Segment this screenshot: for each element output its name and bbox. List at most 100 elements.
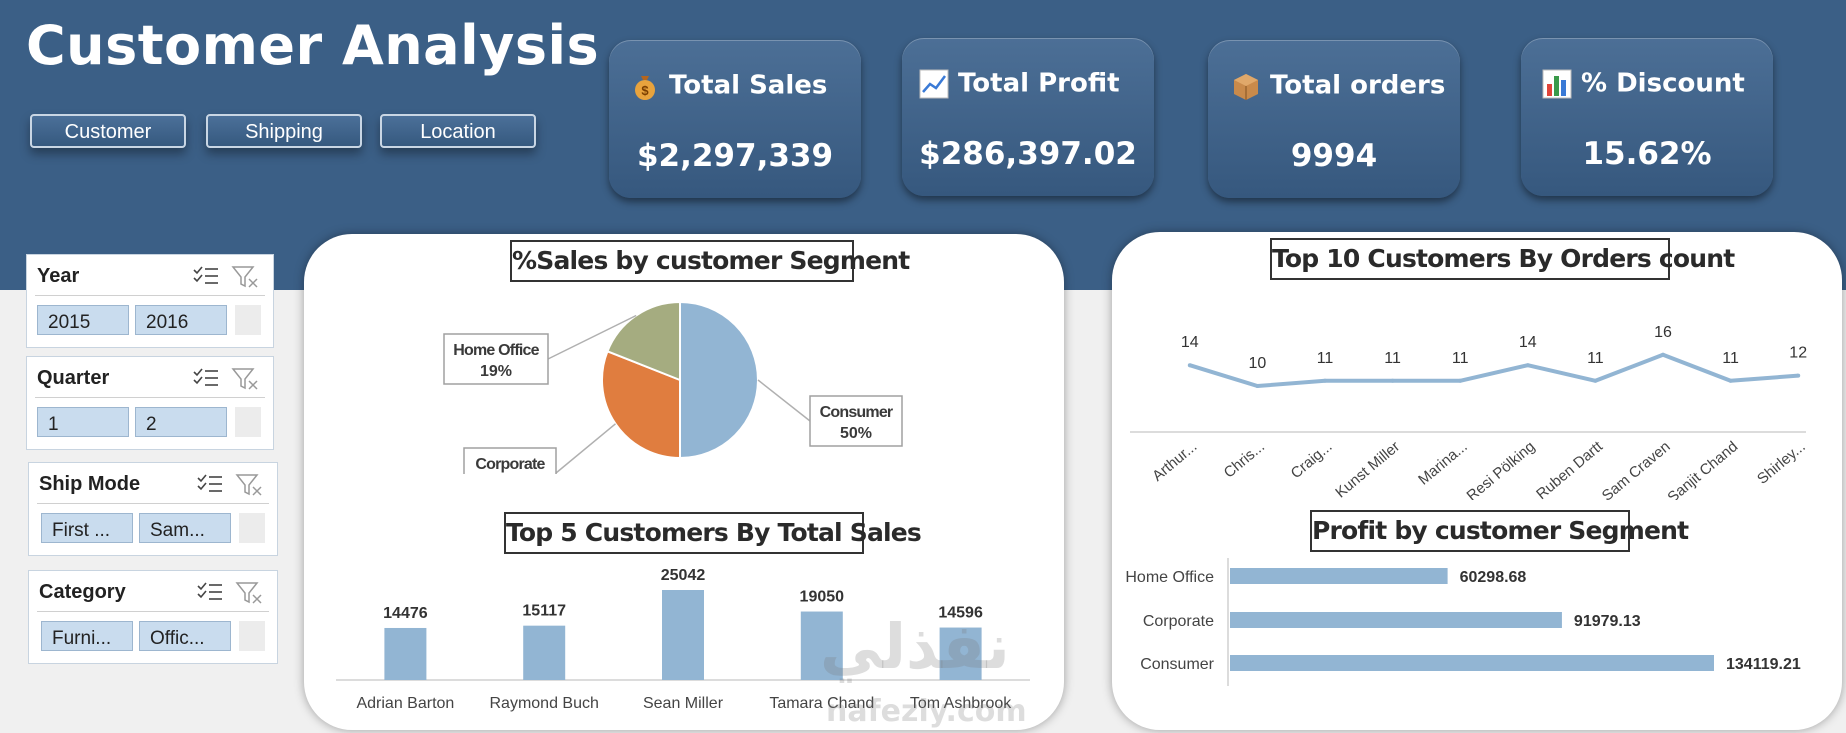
hbar xyxy=(1230,612,1562,628)
line-category-label: Resi Pölking xyxy=(1464,438,1539,500)
hbar-data-label: 60298.68 xyxy=(1460,569,1527,586)
pie-leader-line xyxy=(757,379,811,422)
line-point xyxy=(1187,363,1192,368)
slicer-item[interactable]: 2 xyxy=(135,407,227,437)
clear-filter-icon[interactable] xyxy=(235,582,262,604)
left-chart-panel: %Sales by customer Segment Consumer 50% Co… xyxy=(304,234,1064,730)
segment-profit-bar-chart: Home Office 60298.68 Corporate 91979.13 Cons… xyxy=(1125,558,1801,686)
hbar xyxy=(1230,568,1448,584)
bar-data-label: 14596 xyxy=(938,605,983,622)
line-data-label: 12 xyxy=(1789,345,1807,362)
bar-data-label: 15117 xyxy=(522,603,566,620)
line-point xyxy=(1390,378,1395,383)
series-line xyxy=(1189,352,1799,388)
kpi-total-orders: Total orders 9994 xyxy=(1208,40,1460,198)
line-point xyxy=(1458,378,1463,383)
kpi-total-sales: $ Total Sales $2,297,339 xyxy=(609,40,861,198)
line-point xyxy=(1796,373,1801,378)
pie-slice-percent: 19% xyxy=(480,363,512,380)
line-point xyxy=(1661,352,1665,357)
kpi-value: $286,397.02 xyxy=(919,136,1137,172)
bar-category-label: Adrian Barton xyxy=(356,695,454,712)
slicer-year: Year 2015 2016 xyxy=(26,254,274,348)
slicer-item[interactable]: 1 xyxy=(37,407,129,437)
slicer-item[interactable]: 2016 xyxy=(135,305,227,335)
line-data-label: 11 xyxy=(1722,350,1739,367)
pie-slice-name: Home Office xyxy=(453,342,539,359)
multi-select-icon[interactable] xyxy=(197,474,222,492)
slicer-title: Ship Mode xyxy=(39,473,141,495)
customer-button[interactable]: Customer xyxy=(30,114,186,148)
line-point xyxy=(1728,378,1733,383)
hbar-data-label: 134119.21 xyxy=(1726,656,1801,673)
pie-slice-name: Corporate xyxy=(475,456,545,473)
slicer-item[interactable]: Sam... xyxy=(139,513,231,543)
watermark-latin: nafezly.com xyxy=(826,694,1027,729)
slicer-title: Year xyxy=(37,265,80,287)
header-banner: Customer Analysis Customer Shipping Loca… xyxy=(0,0,1846,290)
pie-label-box xyxy=(463,447,557,474)
slicer-ship-mode: Ship Mode First ... Sam... xyxy=(28,462,278,556)
right-chart-panel: Top 10 Customers By Orders count 14 10 11 1… xyxy=(1112,232,1842,730)
pie-slice-percent: 50% xyxy=(840,425,872,442)
pie-chart-title: %Sales by customer Segment xyxy=(510,240,910,282)
clear-filter-icon[interactable] xyxy=(231,266,258,288)
bar-data-label: 25042 xyxy=(661,567,706,584)
pie-label-box xyxy=(443,333,549,385)
slicer-item[interactable]: First ... xyxy=(41,513,133,543)
line-category-label: Chris... xyxy=(1221,438,1268,482)
bar-data-label: 14476 xyxy=(383,605,428,622)
kpi-label: Total Sales xyxy=(669,70,828,101)
top10-orders-line-chart: 14 10 11 11 11 14 11 16 11 12 Arthur... Chris... Cra… xyxy=(1130,324,1809,500)
slicer-scrollbar[interactable] xyxy=(235,305,261,335)
shipping-button[interactable]: Shipping xyxy=(206,114,362,148)
line-point xyxy=(1255,384,1260,388)
bar-category-label: Sean Miller xyxy=(643,695,724,712)
kpi-value: 9994 xyxy=(1290,138,1378,174)
line-data-label: 11 xyxy=(1452,350,1469,367)
line-data-label: 11 xyxy=(1317,350,1334,367)
line-data-label: 11 xyxy=(1587,350,1604,367)
bar-chart-icon xyxy=(1542,69,1572,99)
multi-select-icon[interactable] xyxy=(197,582,222,600)
hbar-category-label: Consumer xyxy=(1140,656,1214,673)
kpi-total-profit: Total Profit $286,397.02 xyxy=(902,38,1154,196)
line-point xyxy=(1323,378,1327,383)
pie-leader-line xyxy=(547,314,637,360)
bar xyxy=(939,627,982,680)
slicer-scrollbar[interactable] xyxy=(239,513,265,543)
pie-slice-home-office xyxy=(606,300,681,382)
slicer-item[interactable]: 2015 xyxy=(37,305,129,335)
hbar-chart-title: Profit by customer Segment xyxy=(1310,510,1689,552)
multi-select-icon[interactable] xyxy=(193,368,218,386)
slicer-item[interactable]: Furni... xyxy=(41,621,133,651)
line-data-label: 16 xyxy=(1654,324,1672,341)
page-title: Customer Analysis xyxy=(26,14,600,77)
kpi-value: $2,297,339 xyxy=(636,138,834,174)
hbar xyxy=(1230,655,1714,671)
clear-filter-icon[interactable] xyxy=(235,474,262,496)
line-category-label: Shirley... xyxy=(1754,438,1809,488)
line-chart-icon xyxy=(919,69,949,99)
pie-slice-consumer xyxy=(679,300,759,460)
package-icon xyxy=(1234,74,1258,100)
multi-select-icon[interactable] xyxy=(193,266,218,284)
location-button[interactable]: Location xyxy=(380,114,536,148)
line-category-label: Sanjit Chand xyxy=(1664,438,1741,500)
slicer-scrollbar[interactable] xyxy=(239,621,265,651)
line-category-label: Craig... xyxy=(1288,438,1336,482)
bar-data-label: 19050 xyxy=(800,589,845,606)
slicer-quarter: Quarter 1 2 xyxy=(26,356,274,450)
bar-category-label: Tamara Chand xyxy=(769,695,874,712)
slicer-title: Category xyxy=(39,581,126,603)
slicer-item[interactable]: Offic... xyxy=(139,621,231,651)
kpi-label: % Discount xyxy=(1581,68,1745,99)
bar-chart-title: Top 5 Customers By Total Sales xyxy=(504,512,922,554)
line-category-label: Arthur... xyxy=(1149,438,1200,485)
clear-filter-icon[interactable] xyxy=(231,368,258,390)
line-data-label: 14 xyxy=(1519,334,1537,351)
slicer-scrollbar[interactable] xyxy=(235,407,261,437)
hbar-data-label: 91979.13 xyxy=(1574,613,1641,630)
line-category-label: Ruben Dartt xyxy=(1533,438,1607,500)
